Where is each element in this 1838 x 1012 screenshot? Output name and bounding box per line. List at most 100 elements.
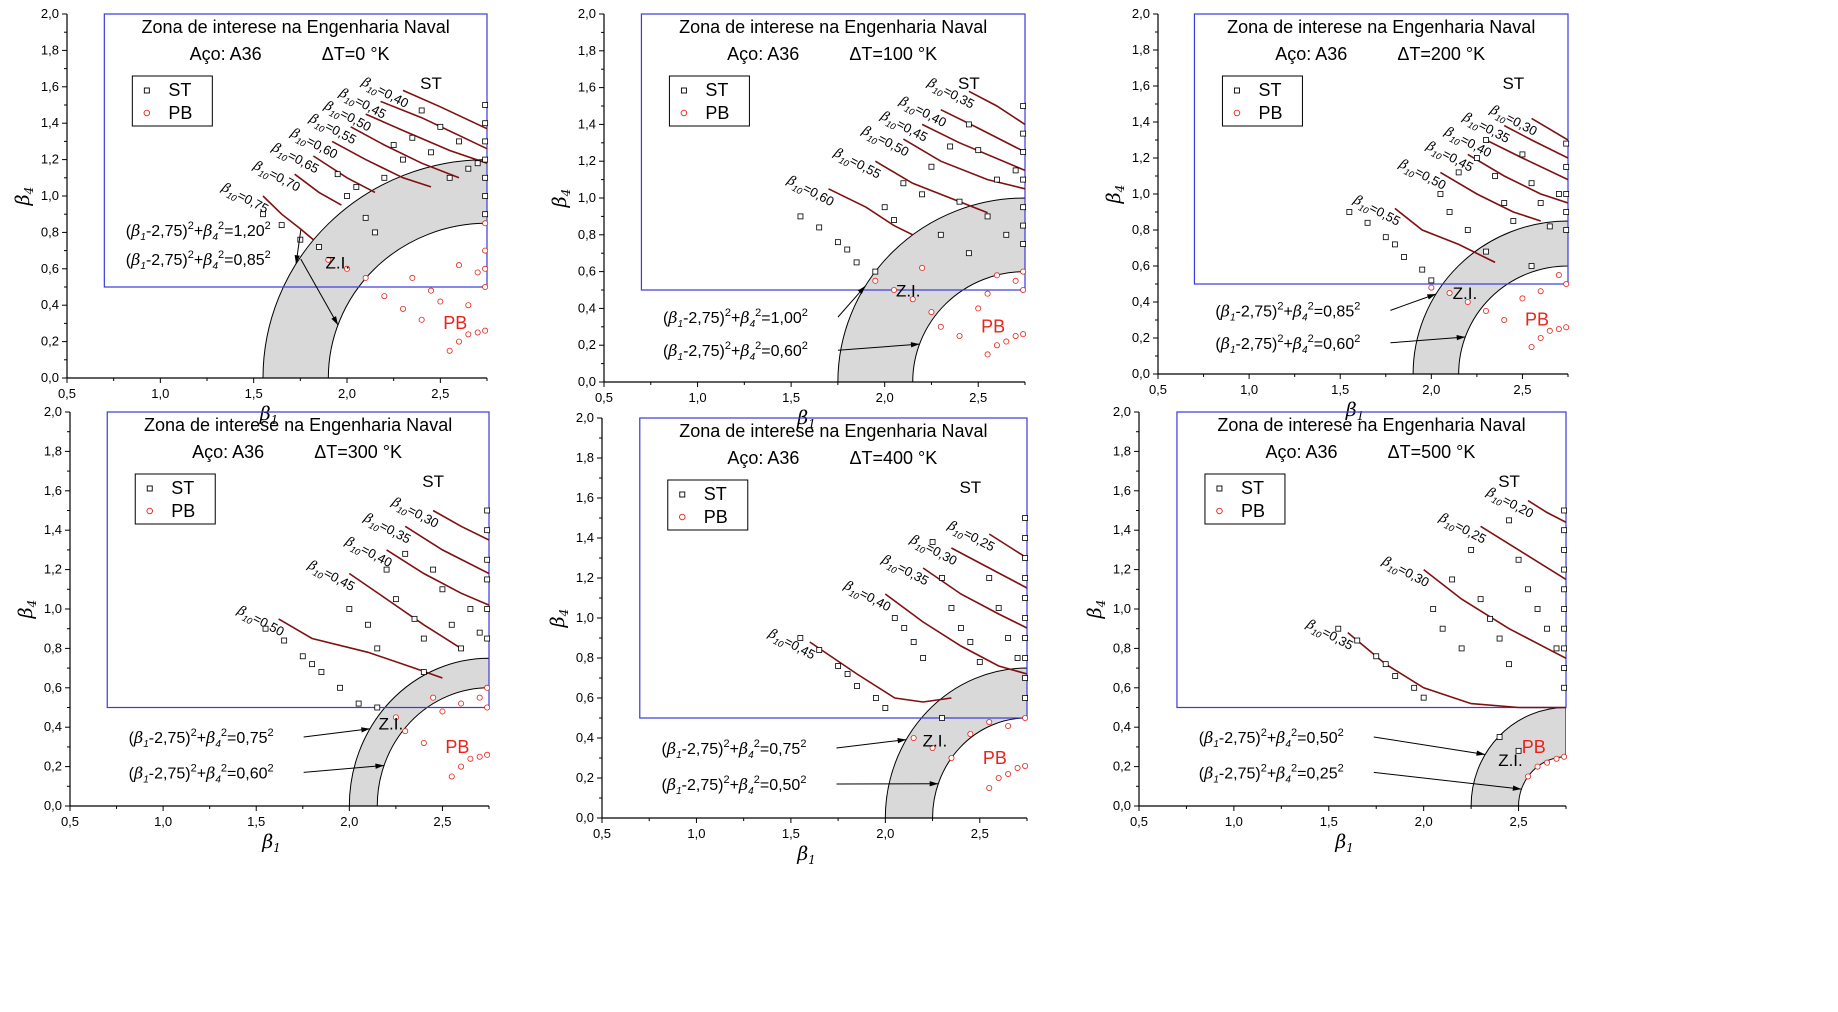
st-region-label: ST: [1502, 74, 1524, 93]
st-point: [1483, 248, 1489, 255]
st-point: [872, 695, 879, 701]
pb-point: [1446, 289, 1453, 296]
st-point: [1020, 241, 1027, 247]
x-tick-label: 0,5: [58, 386, 76, 401]
pb-point: [1546, 327, 1553, 334]
contour-line: [1467, 153, 1568, 204]
delta-t-label: ΔT=400 °K: [849, 448, 937, 468]
equation-outer: (β1​-2,75)2​+β4​2​=1,202​: [126, 220, 271, 243]
interest-zone-annulus: [884, 667, 1027, 818]
st-point: [1022, 535, 1029, 541]
pb-point: [1528, 343, 1535, 350]
y-tick-label: 0,6: [1132, 258, 1150, 273]
equation-outer: (β1​-2,75)2​+β4​2​=0,852​: [1215, 300, 1360, 323]
legend-pb-label: PB: [171, 501, 195, 521]
st-point: [1477, 596, 1484, 603]
x-tick-label: 1,5: [1331, 382, 1349, 397]
contour-label: β10​=0,45: [304, 556, 358, 596]
equation-arrowhead: [1426, 294, 1436, 300]
y-axis-label: β4​: [1084, 600, 1108, 620]
st-point: [965, 121, 972, 128]
contour-line: [922, 567, 1027, 629]
pb-point: [1020, 268, 1027, 275]
contour-line: [312, 155, 376, 194]
contour-line: [380, 100, 487, 150]
pb-point: [1022, 715, 1029, 722]
contour-line: [1423, 568, 1566, 660]
legend-pb-marker: [1233, 109, 1241, 117]
st-point: [374, 704, 381, 711]
chart-panel-4: 0,0 0,2 0,4 0,6 0,8 1,0 1,2 1,4 1,6 1,8 2,0 0,5 1,0 1…: [15, 404, 491, 855]
pb-point: [919, 264, 926, 271]
interest-rectangle: [103, 13, 488, 288]
pb-point: [948, 755, 955, 762]
pb-point: [986, 719, 993, 726]
st-point: [1528, 263, 1535, 269]
pb-point: [399, 305, 406, 312]
st-point: [834, 239, 841, 246]
contour-line: [1394, 207, 1496, 264]
st-point: [353, 183, 360, 190]
st-point: [402, 550, 409, 557]
st-point: [1546, 223, 1553, 230]
x-tick-label: 0,5: [1149, 382, 1167, 397]
contour-label: β10​=0,60: [783, 172, 837, 212]
pb-region-label: PB: [1525, 309, 1549, 329]
interest-zone-label: Z.I.: [1453, 284, 1478, 303]
x-tick-label: 2,0: [340, 814, 358, 829]
contour-label: β10​=0,40: [840, 577, 894, 617]
legend-box: [667, 479, 749, 531]
st-point: [1528, 180, 1535, 187]
st-point: [1455, 169, 1462, 176]
st-point: [976, 659, 983, 665]
st-point: [484, 556, 491, 563]
st-point: [465, 165, 472, 172]
st-point: [957, 625, 964, 631]
pb-point: [1555, 271, 1562, 278]
y-tick-label: 0,4: [576, 730, 594, 745]
st-point: [1346, 209, 1353, 215]
x-tick-label: 1,0: [689, 390, 707, 405]
contour-line: [1439, 171, 1541, 222]
pb-region-label: PB: [445, 737, 469, 757]
st-point: [344, 193, 350, 199]
st-point: [355, 700, 362, 707]
contour-label: β10​=0,35: [1302, 616, 1356, 656]
contour-line: [951, 547, 1027, 589]
x-tick-label: 2,0: [1415, 814, 1433, 829]
pb-point: [1501, 316, 1508, 323]
interest-rectangle: [106, 411, 490, 709]
st-point: [910, 639, 917, 645]
y-tick-label: 1,2: [576, 570, 594, 585]
x-tick-label: 2,5: [1510, 814, 1528, 829]
chart-panel-3: 0,0 0,2 0,4 0,6 0,8 1,0 1,2 1,4 1,6 1,8 2,0 0,5 1,0 1…: [1103, 6, 1570, 423]
chart-panel-6: 0,0 0,2 0,4 0,6 0,8 1,0 1,2 1,4 1,6 1,8 2,0 0,5 1,0 1…: [1084, 404, 1568, 855]
pb-point: [458, 763, 465, 770]
y-tick-label: 1,2: [41, 152, 59, 167]
legend-box: [668, 75, 750, 127]
pb-point: [484, 684, 491, 691]
y-tick-label: 0,8: [576, 650, 594, 665]
y-tick-label: 0,6: [578, 264, 596, 279]
st-point: [1020, 149, 1027, 155]
pb-point: [984, 351, 991, 358]
y-tick-label: 0,0: [44, 798, 62, 813]
st-point: [1561, 684, 1568, 691]
st-point: [854, 683, 860, 689]
y-tick-label: 2,0: [41, 6, 59, 21]
st-point: [346, 606, 353, 612]
equation-arrowhead: [897, 737, 907, 744]
st-point: [260, 211, 266, 218]
st-point: [939, 715, 945, 721]
legend-pb-marker: [680, 109, 688, 117]
contour-line: [828, 188, 914, 236]
contour-line: [968, 90, 1025, 126]
st-point: [937, 231, 944, 238]
st-point: [439, 586, 446, 593]
st-point: [881, 204, 888, 211]
equation-outer: (β1​-2,75)2​+β4​2​=0,752​: [662, 738, 807, 761]
st-point: [965, 250, 972, 257]
st-point: [901, 625, 908, 631]
y-tick-label: 0,6: [44, 680, 62, 695]
pb-point: [392, 714, 399, 721]
